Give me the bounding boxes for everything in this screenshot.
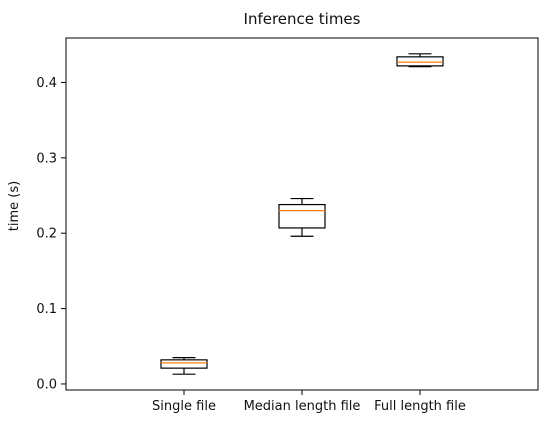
box-series bbox=[160, 53, 444, 375]
y-tick-label: 0.0 bbox=[36, 377, 57, 392]
x-tick-label: Median length file bbox=[244, 399, 361, 414]
y-tick-label: 0.4 bbox=[36, 76, 57, 91]
y-axis: 0.0 0.1 0.2 0.3 0.4 bbox=[36, 76, 66, 392]
x-tick-label: Single file bbox=[152, 399, 216, 414]
chart-title: Inference times bbox=[244, 10, 361, 28]
x-tick-label: Full length file bbox=[374, 399, 466, 414]
box-plot-item bbox=[160, 356, 208, 375]
iqr-box bbox=[278, 203, 326, 229]
y-axis-title: time (s) bbox=[7, 181, 22, 231]
x-axis: Single file Median length file Full length… bbox=[152, 390, 466, 414]
y-tick-label: 0.3 bbox=[36, 151, 57, 166]
box-plot-item bbox=[278, 197, 326, 237]
y-tick-label: 0.1 bbox=[36, 302, 57, 317]
y-tick-label: 0.2 bbox=[36, 227, 57, 242]
iqr-box bbox=[396, 56, 444, 67]
iqr-box bbox=[160, 359, 208, 369]
box-plot-item bbox=[396, 53, 444, 68]
